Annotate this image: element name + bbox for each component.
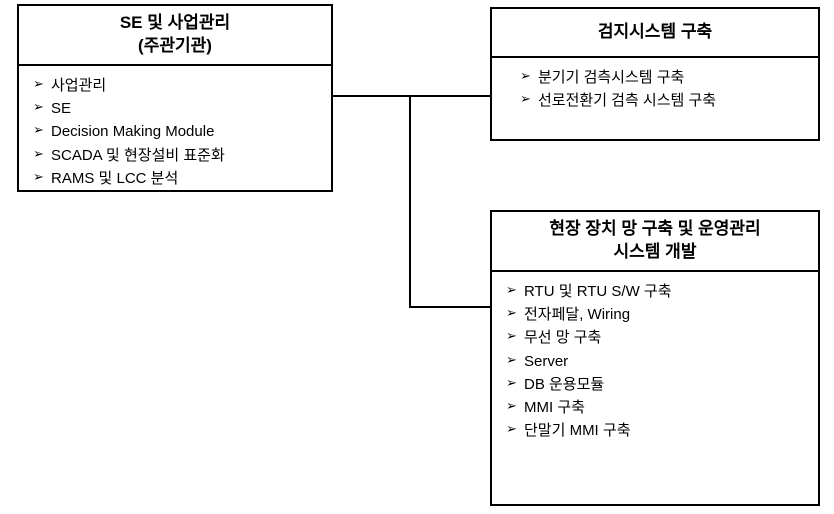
- box-se-management-header: SE 및 사업관리 (주관기관): [19, 6, 331, 66]
- box-field-device-network-item: 단말기 MMI 구축: [506, 419, 808, 442]
- box-detection-system-header: 검지시스템 구축: [492, 9, 818, 58]
- box-detection-system-item: 선로전환기 검측 시스템 구축: [520, 89, 808, 112]
- box-se-management-title-2: (주관기관): [23, 35, 327, 58]
- box-se-management-body: 사업관리SEDecision Making ModuleSCADA 및 현장설비…: [19, 66, 331, 200]
- box-se-management-item: 사업관리: [33, 74, 321, 97]
- box-field-device-network-item: MMI 구축: [506, 396, 808, 419]
- box-se-management-item: SCADA 및 현장설비 표준화: [33, 144, 321, 167]
- box-field-device-network-item: RTU 및 RTU S/W 구축: [506, 280, 808, 303]
- connector-to-right1: [411, 95, 490, 97]
- box-se-management-item: RAMS 및 LCC 분석: [33, 167, 321, 190]
- connector-vertical: [409, 95, 411, 308]
- box-field-device-network-title-2: 시스템 개발: [496, 241, 814, 264]
- box-detection-system-title-1: 검지시스템 구축: [496, 21, 814, 44]
- box-field-device-network-item: DB 운용모듈: [506, 373, 808, 396]
- box-field-device-network-body: RTU 및 RTU S/W 구축전자페달, Wiring무선 망 구축Serve…: [492, 272, 818, 453]
- connector-left-stub: [333, 95, 411, 97]
- box-se-management-item: SE: [33, 97, 321, 120]
- box-detection-system-body: 분기기 검측시스템 구축선로전환기 검측 시스템 구축: [492, 58, 818, 123]
- box-se-management-title-1: SE 및 사업관리: [23, 12, 327, 35]
- box-field-device-network-list: RTU 및 RTU S/W 구축전자페달, Wiring무선 망 구축Serve…: [506, 280, 808, 443]
- box-se-management-list: 사업관리SEDecision Making ModuleSCADA 및 현장설비…: [33, 74, 321, 190]
- box-field-device-network-item: 무선 망 구축: [506, 326, 808, 349]
- box-field-device-network: 현장 장치 망 구축 및 운영관리 시스템 개발 RTU 및 RTU S/W 구…: [490, 210, 820, 506]
- connector-to-right2: [411, 306, 490, 308]
- box-detection-system-list: 분기기 검측시스템 구축선로전환기 검측 시스템 구축: [520, 66, 808, 113]
- box-field-device-network-item: 전자페달, Wiring: [506, 303, 808, 326]
- box-field-device-network-title-1: 현장 장치 망 구축 및 운영관리: [496, 218, 814, 241]
- box-detection-system-item: 분기기 검측시스템 구축: [520, 66, 808, 89]
- box-field-device-network-header: 현장 장치 망 구축 및 운영관리 시스템 개발: [492, 212, 818, 272]
- box-detection-system: 검지시스템 구축 분기기 검측시스템 구축선로전환기 검측 시스템 구축: [490, 7, 820, 141]
- box-se-management-item: Decision Making Module: [33, 120, 321, 143]
- box-se-management: SE 및 사업관리 (주관기관) 사업관리SEDecision Making M…: [17, 4, 333, 192]
- box-field-device-network-item: Server: [506, 350, 808, 373]
